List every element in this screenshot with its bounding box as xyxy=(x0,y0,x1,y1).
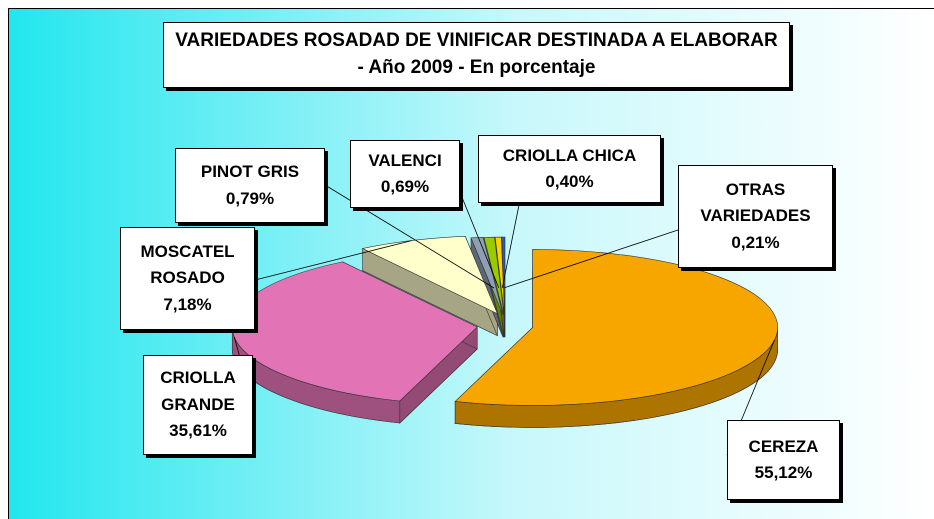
category-label: CRIOLLA GRANDE xyxy=(160,368,236,414)
leader-line xyxy=(504,229,679,289)
value-label: 55,12% xyxy=(754,463,813,482)
leader-line xyxy=(501,199,521,288)
category-label: CRIOLLA CHICA xyxy=(502,145,637,165)
value-label: 7,18% xyxy=(163,294,212,314)
category-label: OTRAS VARIEDADES xyxy=(700,179,811,226)
value-label: 0,21% xyxy=(731,232,780,252)
value-label: 0,79% xyxy=(225,188,275,208)
leader-line xyxy=(454,179,500,289)
value-label: 35,61% xyxy=(169,421,227,441)
data-label: PINOT GRIS 0,79% xyxy=(175,148,325,223)
data-label: MOSCATEL ROSADO 7,18% xyxy=(120,227,255,330)
data-label: CRIOLLA CHICA 0,40% xyxy=(478,135,661,203)
data-label: CRIOLLA GRANDE 35,61% xyxy=(143,355,253,455)
value-label: 0,69% xyxy=(380,177,430,196)
data-label: CEREZA 55,12% xyxy=(727,420,840,500)
pie-slice xyxy=(361,236,498,315)
data-label: VALENCI 0,69% xyxy=(350,140,460,208)
category-label: CEREZA xyxy=(748,436,819,456)
value-label: 0,40% xyxy=(545,172,594,191)
pie-slice xyxy=(470,237,504,316)
category-label: PINOT GRIS xyxy=(200,162,300,182)
pie-slice xyxy=(501,236,506,316)
category-label: MOSCATEL ROSADO xyxy=(140,241,235,288)
chart-title: VARIEDADES ROSADAD DE VINIFICAR DESTINAD… xyxy=(163,22,790,88)
category-label: VALENCI xyxy=(368,150,442,170)
pie-slice xyxy=(494,236,505,316)
leader-line xyxy=(254,240,412,281)
data-label: OTRAS VARIEDADES 0,21% xyxy=(678,165,833,268)
